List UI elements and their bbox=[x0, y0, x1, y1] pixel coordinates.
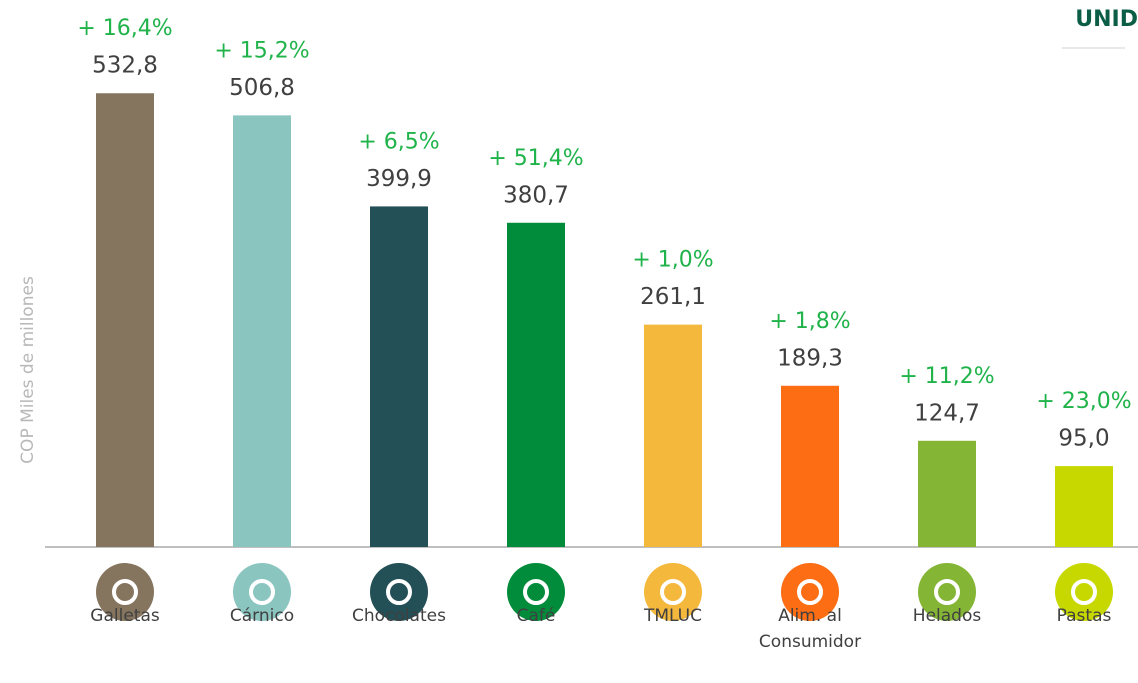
x-tick-label: Alim. al Consumidor bbox=[758, 606, 862, 652]
bar bbox=[918, 440, 976, 547]
growth-label: + 1,8% bbox=[769, 309, 850, 334]
growth-label: + 11,2% bbox=[899, 364, 994, 389]
category-icon bbox=[233, 563, 291, 621]
x-tick-label: TMLUC bbox=[644, 606, 702, 626]
category-icon bbox=[507, 563, 565, 621]
x-tick-label: Helados bbox=[912, 606, 982, 626]
bar bbox=[233, 115, 291, 547]
x-tick-label: Chocolates bbox=[352, 606, 446, 626]
growth-label: + 23,0% bbox=[1036, 389, 1131, 414]
bar bbox=[96, 93, 154, 548]
x-tick-label: Cárnico bbox=[229, 606, 295, 626]
value-label: 399,9 bbox=[366, 166, 432, 192]
value-label: 124,7 bbox=[914, 400, 980, 426]
category-icon-glyph bbox=[112, 579, 138, 605]
bar bbox=[370, 206, 428, 547]
growth-label: + 16,4% bbox=[77, 16, 172, 41]
value-label: 532,8 bbox=[92, 53, 158, 79]
x-tick-label: Galletas bbox=[90, 606, 160, 626]
category-icon-glyph bbox=[1071, 579, 1097, 605]
chart-title: UNID bbox=[1075, 7, 1138, 32]
category-icon bbox=[644, 563, 702, 621]
category-icon-glyph bbox=[386, 579, 412, 605]
value-label: 380,7 bbox=[503, 182, 569, 208]
value-label: 95,0 bbox=[1058, 426, 1109, 452]
category-icon-glyph bbox=[523, 579, 549, 605]
x-tick-label: Pastas bbox=[1056, 606, 1112, 626]
value-label: 189,3 bbox=[777, 345, 843, 371]
bar bbox=[644, 324, 702, 547]
category-icon-glyph bbox=[797, 579, 823, 605]
category-icon bbox=[918, 563, 976, 621]
category-icon bbox=[96, 563, 154, 621]
growth-label: + 6,5% bbox=[358, 129, 439, 154]
bar bbox=[781, 385, 839, 547]
category-icon bbox=[781, 563, 839, 621]
y-axis-label: COP Miles de millones bbox=[18, 276, 38, 464]
x-tick-label: Café bbox=[516, 606, 556, 626]
category-icon bbox=[370, 563, 428, 621]
category-icon-glyph bbox=[249, 579, 275, 605]
category-icon bbox=[1055, 563, 1113, 621]
value-label: 506,8 bbox=[229, 75, 295, 101]
bar bbox=[1055, 466, 1113, 547]
growth-label: + 15,2% bbox=[214, 38, 309, 63]
growth-label: + 1,0% bbox=[632, 248, 713, 273]
value-label: 261,1 bbox=[640, 284, 706, 310]
category-icon-glyph bbox=[934, 579, 960, 605]
category-icon-glyph bbox=[660, 579, 686, 605]
bar bbox=[507, 222, 565, 547]
growth-label: + 51,4% bbox=[488, 146, 583, 171]
